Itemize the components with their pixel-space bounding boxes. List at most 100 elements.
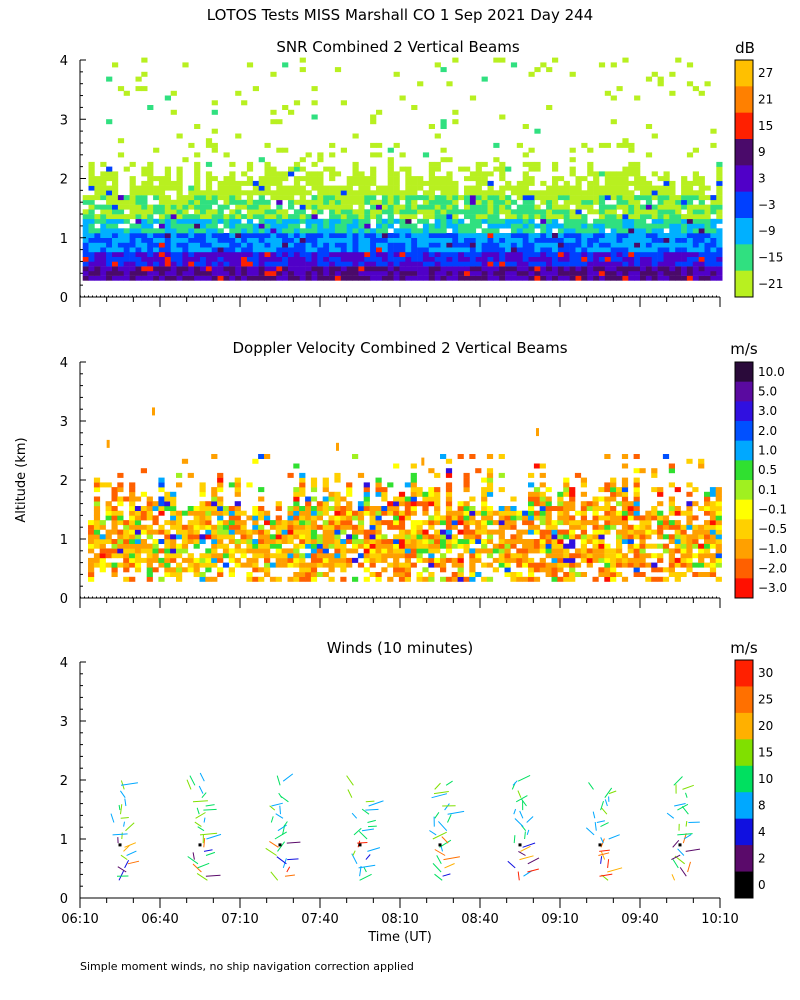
snr-cell: [487, 180, 494, 186]
snr-cell: [622, 209, 629, 215]
snr-cell: [686, 275, 694, 281]
doppler-colorbar-label: 10.0: [758, 365, 785, 379]
snr-cell: [147, 266, 154, 272]
snr-cell: [258, 266, 265, 272]
snr-cell: [176, 166, 183, 172]
snr-cell: [293, 180, 301, 186]
snr-cell: [158, 218, 166, 224]
doppler-cell: [199, 534, 206, 540]
doppler-cell: [434, 501, 441, 507]
snr-cell: [516, 214, 523, 220]
doppler-cell: [469, 548, 476, 554]
doppler-cell: [545, 524, 552, 530]
snr-cell: [669, 233, 676, 238]
snr-cell: [112, 190, 119, 196]
snr-cell: [205, 171, 213, 177]
doppler-cell: [627, 501, 634, 507]
snr-cell: [452, 209, 459, 215]
snr-cell: [141, 86, 148, 92]
snr-cell: [153, 147, 160, 153]
snr-cell: [358, 252, 365, 257]
snr-cell: [241, 190, 248, 196]
doppler-cell: [316, 501, 323, 507]
doppler-cell: [463, 534, 470, 540]
snr-cell: [487, 195, 494, 201]
doppler-cell: [170, 572, 177, 577]
doppler-cell: [299, 562, 306, 568]
snr-cell: [88, 266, 95, 272]
doppler-cell: [545, 529, 552, 535]
doppler-cell: [140, 524, 147, 530]
snr-cell: [364, 190, 371, 196]
doppler-cell: [428, 534, 435, 540]
snr-cell: [252, 204, 259, 210]
snr-cell: [552, 190, 559, 196]
doppler-cell: [657, 534, 664, 540]
doppler-cell: [498, 562, 505, 568]
doppler-cell: [539, 501, 546, 507]
snr-cell: [587, 237, 594, 243]
snr-cell: [428, 228, 435, 234]
snr-cell: [581, 195, 588, 201]
doppler-cell: [498, 520, 505, 526]
snr-cell: [499, 171, 506, 177]
snr-cell: [370, 247, 377, 253]
doppler-cell: [123, 553, 130, 559]
doppler-cell: [328, 567, 335, 573]
snr-cell: [358, 261, 365, 267]
doppler-cell: [170, 553, 177, 559]
doppler-cell: [111, 487, 118, 493]
snr-cell: [663, 261, 670, 267]
snr-cell: [604, 275, 611, 281]
doppler-cell: [287, 557, 294, 563]
snr-cell: [370, 190, 377, 196]
snr-cell: [716, 218, 723, 224]
doppler-cell: [698, 562, 705, 568]
snr-cell: [381, 185, 389, 191]
doppler-cell: [293, 553, 300, 559]
snr-cell: [557, 261, 565, 267]
doppler-cell: [334, 520, 341, 526]
snr-cell: [628, 142, 635, 148]
snr-cell: [158, 209, 166, 215]
doppler-cell: [569, 487, 576, 493]
snr-cell: [188, 218, 195, 224]
snr-cell: [411, 261, 418, 267]
snr-cell: [563, 209, 570, 215]
doppler-cell: [463, 539, 470, 544]
snr-cell: [352, 247, 359, 253]
doppler-cell: [604, 529, 611, 535]
snr-cell: [346, 270, 353, 276]
doppler-cell: [580, 539, 587, 544]
doppler-cell: [246, 562, 253, 568]
doppler-colorbar-label: 5.0: [758, 385, 777, 399]
snr-cell: [481, 171, 488, 177]
snr-cell: [147, 204, 154, 210]
doppler-cell: [88, 548, 95, 554]
snr-cell: [405, 261, 412, 267]
snr-cell: [141, 237, 148, 243]
doppler-cell: [504, 562, 511, 568]
snr-cell: [434, 270, 441, 276]
snr-cell: [604, 237, 611, 243]
snr-cell: [640, 218, 647, 224]
snr-cell: [598, 275, 606, 281]
snr-cell: [288, 242, 295, 248]
snr-cell: [405, 242, 412, 248]
snr-cell: [147, 237, 154, 243]
snr-cell: [288, 237, 295, 243]
doppler-cell: [434, 562, 441, 568]
doppler-cell: [152, 506, 159, 511]
winds-colorbar-label: 30: [758, 666, 773, 680]
snr-cell: [129, 233, 136, 238]
snr-cell: [188, 247, 195, 253]
snr-cell: [299, 228, 306, 234]
doppler-cell: [105, 501, 112, 507]
doppler-cell: [322, 524, 329, 530]
wind-barb: [594, 822, 597, 831]
doppler-cell: [621, 539, 629, 544]
doppler-cell: [393, 572, 400, 577]
snr-cell: [393, 176, 400, 182]
snr-cell: [552, 57, 559, 63]
